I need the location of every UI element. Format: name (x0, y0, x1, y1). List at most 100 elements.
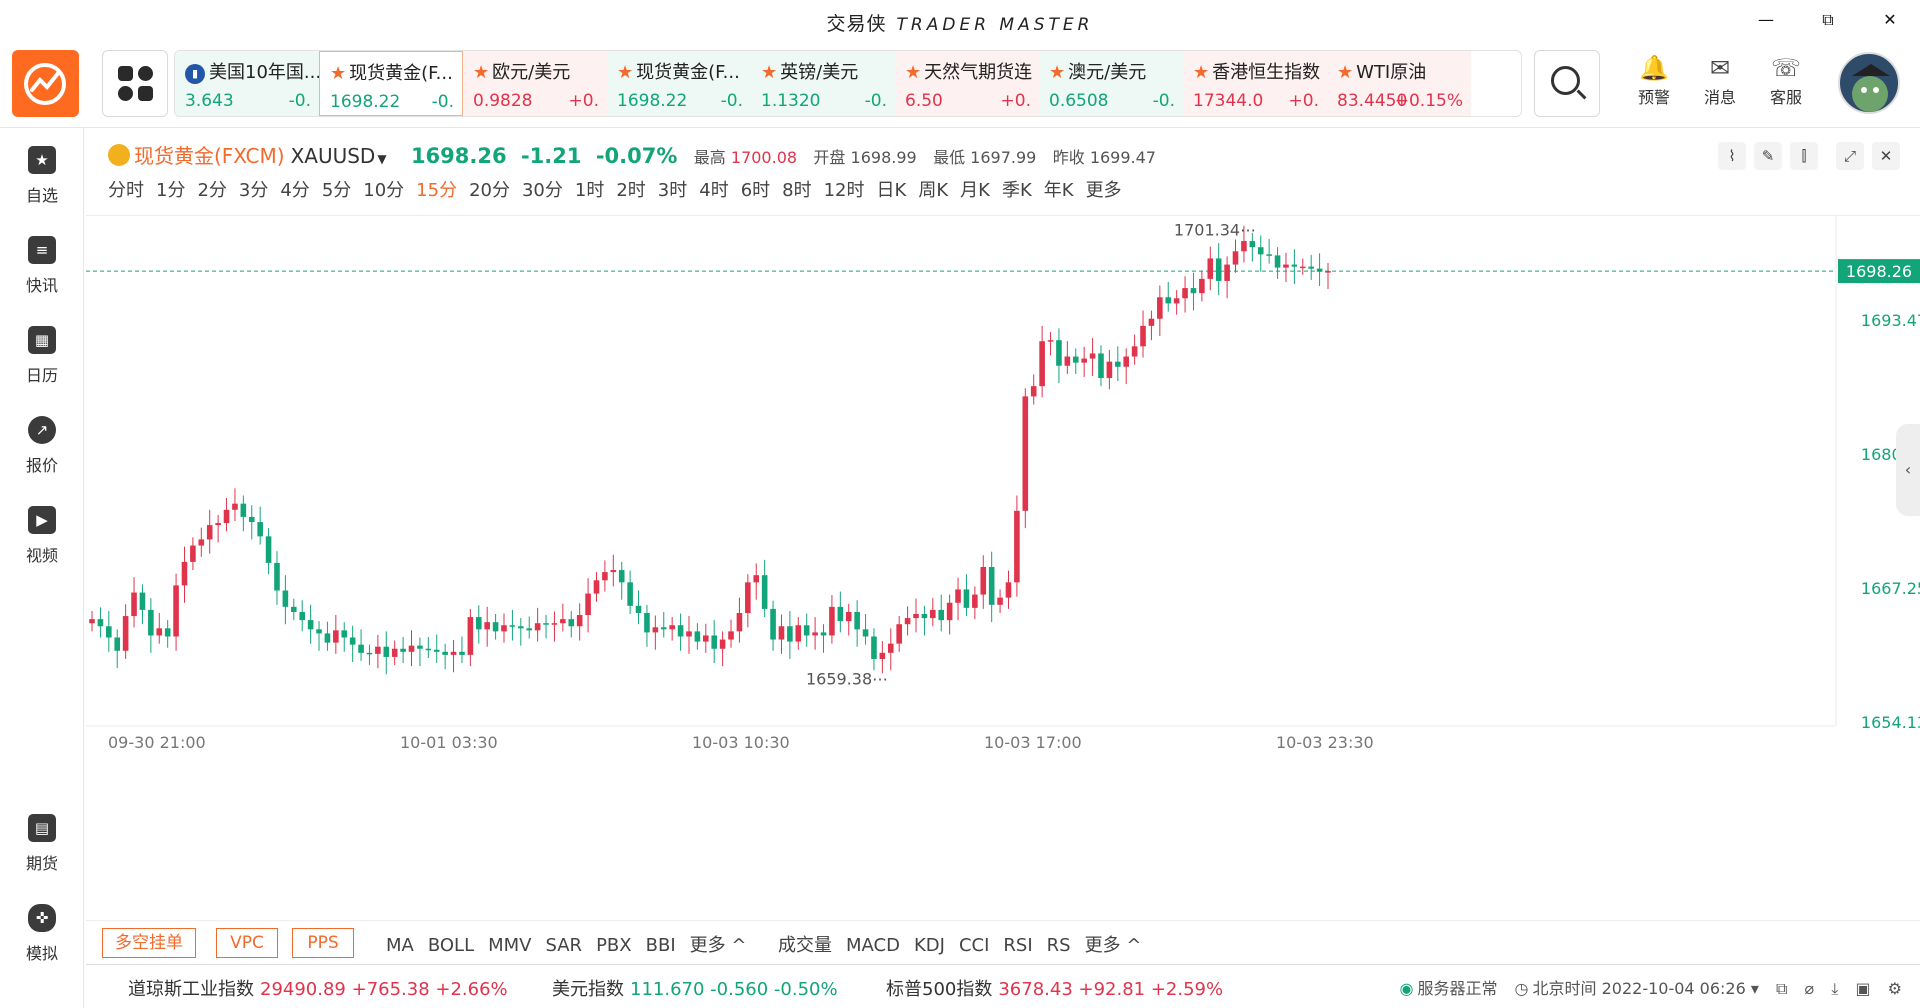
indicator-tab[interactable]: PBX (596, 935, 632, 956)
ticker-name: ★ 现货黄金(F... (330, 59, 453, 85)
messages-button[interactable]: ✉ 消息 (1692, 54, 1748, 114)
vpc-button[interactable]: VPC (216, 928, 278, 958)
candle-body (745, 582, 751, 613)
period-tab[interactable]: 5分 (321, 180, 352, 201)
sidebar-item-simulate[interactable]: ✜ 模拟 (0, 904, 84, 974)
period-tab[interactable]: 日K (876, 180, 907, 201)
app-logo-icon[interactable] (12, 50, 79, 117)
sidebar-item-futures[interactable]: ▤ 期货 (0, 814, 84, 884)
period-tab[interactable]: 1时 (574, 180, 605, 201)
period-tab[interactable]: 6时 (740, 180, 771, 201)
ticker-item[interactable]: ▮ 美国10年国... 3.643 -0. (175, 51, 319, 116)
sub-indicator-tab[interactable]: MACD (846, 935, 900, 956)
settings-icon[interactable]: ⚙ (1887, 979, 1902, 998)
ticker-item[interactable]: ★ WTI原油 83.4450 +0.15% (1327, 51, 1471, 116)
index-dxy[interactable]: 美元指数 111.670 -0.560 -0.50% (552, 975, 838, 1001)
window-mode-icon[interactable]: ⧉ (1776, 979, 1788, 998)
beijing-time[interactable]: 北京时间 2022-10-04 06:26 ▾ (1532, 979, 1759, 998)
pencil-icon[interactable]: ✎ (1754, 142, 1782, 170)
candle-style-icon[interactable]: ⫿ (1790, 142, 1818, 170)
long-short-order-button[interactable]: 多空挂单 (102, 928, 196, 958)
ticker-item[interactable]: ★ 欧元/美元 0.9828 +0. (463, 51, 607, 116)
star-icon: ★ (330, 63, 347, 84)
candle-body (1257, 247, 1264, 255)
period-tab[interactable]: 3时 (657, 180, 688, 201)
apps-grid-button[interactable] (102, 50, 168, 117)
indicator-tab[interactable]: BOLL (427, 935, 475, 956)
ticker-item[interactable]: ★ 现货黄金(F... 1698.22 -0. (319, 51, 463, 116)
period-tab[interactable]: 20分 (469, 180, 510, 201)
period-tab[interactable]: 月K (960, 180, 990, 201)
indicator-tab[interactable]: 更多 ^ (689, 935, 747, 956)
avatar[interactable] (1838, 52, 1900, 114)
period-tab[interactable]: 4分 (280, 180, 310, 201)
search-button[interactable] (1534, 50, 1600, 117)
attach-icon[interactable]: ⌀ (1804, 979, 1815, 998)
period-tab[interactable]: 2时 (616, 180, 646, 201)
candle-body (887, 643, 894, 653)
sidebar-item-quotes[interactable]: ↗ 报价 (0, 416, 84, 486)
index-sp500[interactable]: 标普500指数 3678.43 +92.81 +2.59% (886, 975, 1223, 1001)
chart-svg[interactable]: 1706.591693.471680.361667.251654.131698.… (86, 177, 1920, 896)
period-tab[interactable]: 3分 (238, 180, 269, 201)
period-tab[interactable]: 周K (918, 180, 949, 201)
support-button[interactable]: ☏ 客服 (1758, 54, 1814, 114)
period-tab[interactable]: 8时 (782, 180, 812, 201)
restore-button[interactable]: ⧉ (1822, 10, 1834, 29)
period-tab[interactable]: 季K (1001, 180, 1032, 201)
indicator-tab[interactable]: BBI (645, 935, 676, 956)
sidebar-item-news[interactable]: ≡ 快讯 (0, 236, 84, 306)
period-tab[interactable]: 30分 (521, 180, 563, 201)
chevron-down-icon[interactable]: ▼ (377, 152, 387, 166)
collapse-panel-button[interactable]: ‹ (1896, 424, 1920, 516)
ticker-item[interactable]: ★ 澳元/美元 0.6508 -0. (1039, 51, 1183, 116)
indicator-tab[interactable]: MMV (488, 935, 532, 956)
candle-body (602, 572, 608, 581)
sidebar-item-calendar[interactable]: ▦ 日历 (0, 326, 84, 396)
sidebar-item-watchlist[interactable]: ★ 自选 (0, 146, 84, 216)
period-tab[interactable]: 分时 (108, 180, 144, 201)
period-tab[interactable]: 更多 (1085, 180, 1122, 201)
period-tab[interactable]: 4时 (699, 180, 729, 201)
download-icon[interactable]: ⤓ (1831, 979, 1839, 998)
ticker-item[interactable]: ★ 天然气期货连 6.50 +0. (895, 51, 1039, 116)
period-tab[interactable]: 2分 (197, 180, 227, 201)
period-tab[interactable]: 10分 (363, 180, 405, 201)
indicator-tab[interactable]: SAR (545, 935, 583, 956)
close-icon[interactable]: ✕ (1872, 142, 1900, 170)
screenshot-icon[interactable]: ▣ (1855, 979, 1871, 998)
close-button[interactable]: ✕ (1883, 10, 1897, 29)
sub-indicator-tab[interactable]: KDJ (913, 935, 945, 956)
candle-body (1224, 264, 1230, 281)
fullscreen-icon[interactable]: ⤢ (1836, 142, 1864, 170)
line-tool-icon[interactable]: ⌇ (1718, 142, 1746, 170)
instrument-code[interactable]: XAUUSD (290, 144, 376, 168)
sub-indicator-tab[interactable]: 更多 ^ (1084, 935, 1142, 956)
pps-button[interactable]: PPS (292, 928, 354, 958)
candle-body (904, 618, 911, 625)
ticker-item[interactable]: ★ 现货黄金(F... 1698.22 -0. (607, 51, 751, 116)
star-icon: ★ (1193, 62, 1210, 83)
ticker-item[interactable]: ★ 香港恒生指数 17344.0 +0. (1183, 51, 1327, 116)
candle-body (1283, 264, 1289, 268)
alert-button[interactable]: 🔔 预警 (1626, 54, 1682, 114)
ticker-item[interactable]: ★ 英镑/美元 1.1320 -0. (751, 51, 895, 116)
candlestick-chart[interactable]: 1706.591693.471680.361667.251654.131698.… (86, 177, 1920, 896)
candle-body (618, 570, 625, 583)
sub-indicator-tab[interactable]: RS (1046, 935, 1071, 956)
period-tab[interactable]: 1分 (156, 180, 186, 201)
period-tab[interactable]: 12时 (823, 180, 865, 201)
period-tab[interactable]: 15分 (416, 180, 458, 201)
period-tab[interactable]: 年K (1043, 180, 1074, 201)
minimize-button[interactable]: — (1758, 10, 1774, 29)
sub-indicator-tab[interactable]: 成交量 (778, 935, 832, 956)
sub-indicator-tab[interactable]: CCI (958, 935, 990, 956)
instrument-name[interactable]: 现货黄金(FXCM) (134, 144, 285, 168)
candle-body (1215, 258, 1222, 281)
sidebar-item-video[interactable]: ▶ 视频 (0, 506, 84, 576)
candle-body (702, 635, 709, 642)
grid-icon-dot (138, 66, 153, 81)
sub-indicator-tab[interactable]: RSI (1003, 935, 1033, 956)
indicator-tab[interactable]: MA (386, 935, 414, 956)
index-dow[interactable]: 道琼斯工业指数 29490.89 +765.38 +2.66% (128, 975, 508, 1001)
